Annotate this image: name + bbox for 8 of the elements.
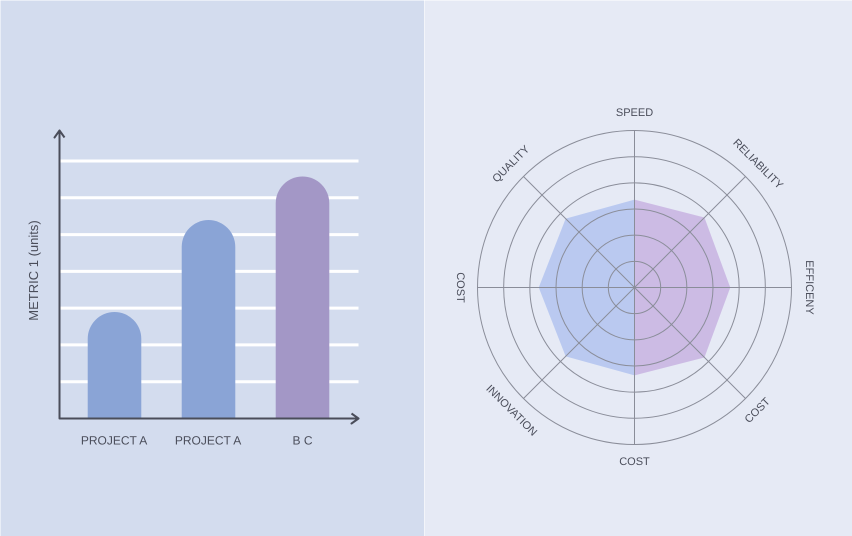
spoke-label: EFFICENY bbox=[802, 260, 815, 316]
x-tick-label: B C bbox=[292, 434, 313, 448]
spoke-label: COST bbox=[619, 456, 650, 468]
x-tick-label: PROJECT A bbox=[80, 434, 148, 448]
x-tick-label: PROJECT A bbox=[174, 434, 242, 448]
spoke-label: SPEED bbox=[616, 107, 654, 120]
y-axis-title: METRIC 1 (units) bbox=[26, 220, 42, 321]
spoke-label: COST bbox=[454, 272, 466, 304]
